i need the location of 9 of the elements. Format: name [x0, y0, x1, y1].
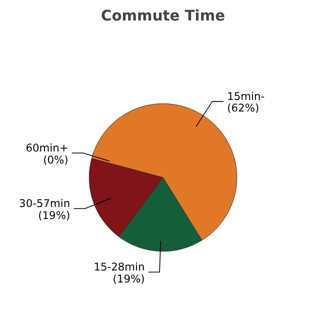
- data-label: (62%): [227, 102, 260, 115]
- data-label: (19%): [38, 208, 70, 222]
- category-label: 60min+: [26, 141, 68, 154]
- slice-label: 15min-: [227, 90, 265, 103]
- slice-label: 30-57min: [19, 197, 70, 210]
- chart-title: Commute Time: [100, 8, 226, 24]
- data-label: (19%): [112, 272, 145, 286]
- slice-label: 15-28min: [94, 260, 145, 274]
- text: (0%): [43, 153, 68, 166]
